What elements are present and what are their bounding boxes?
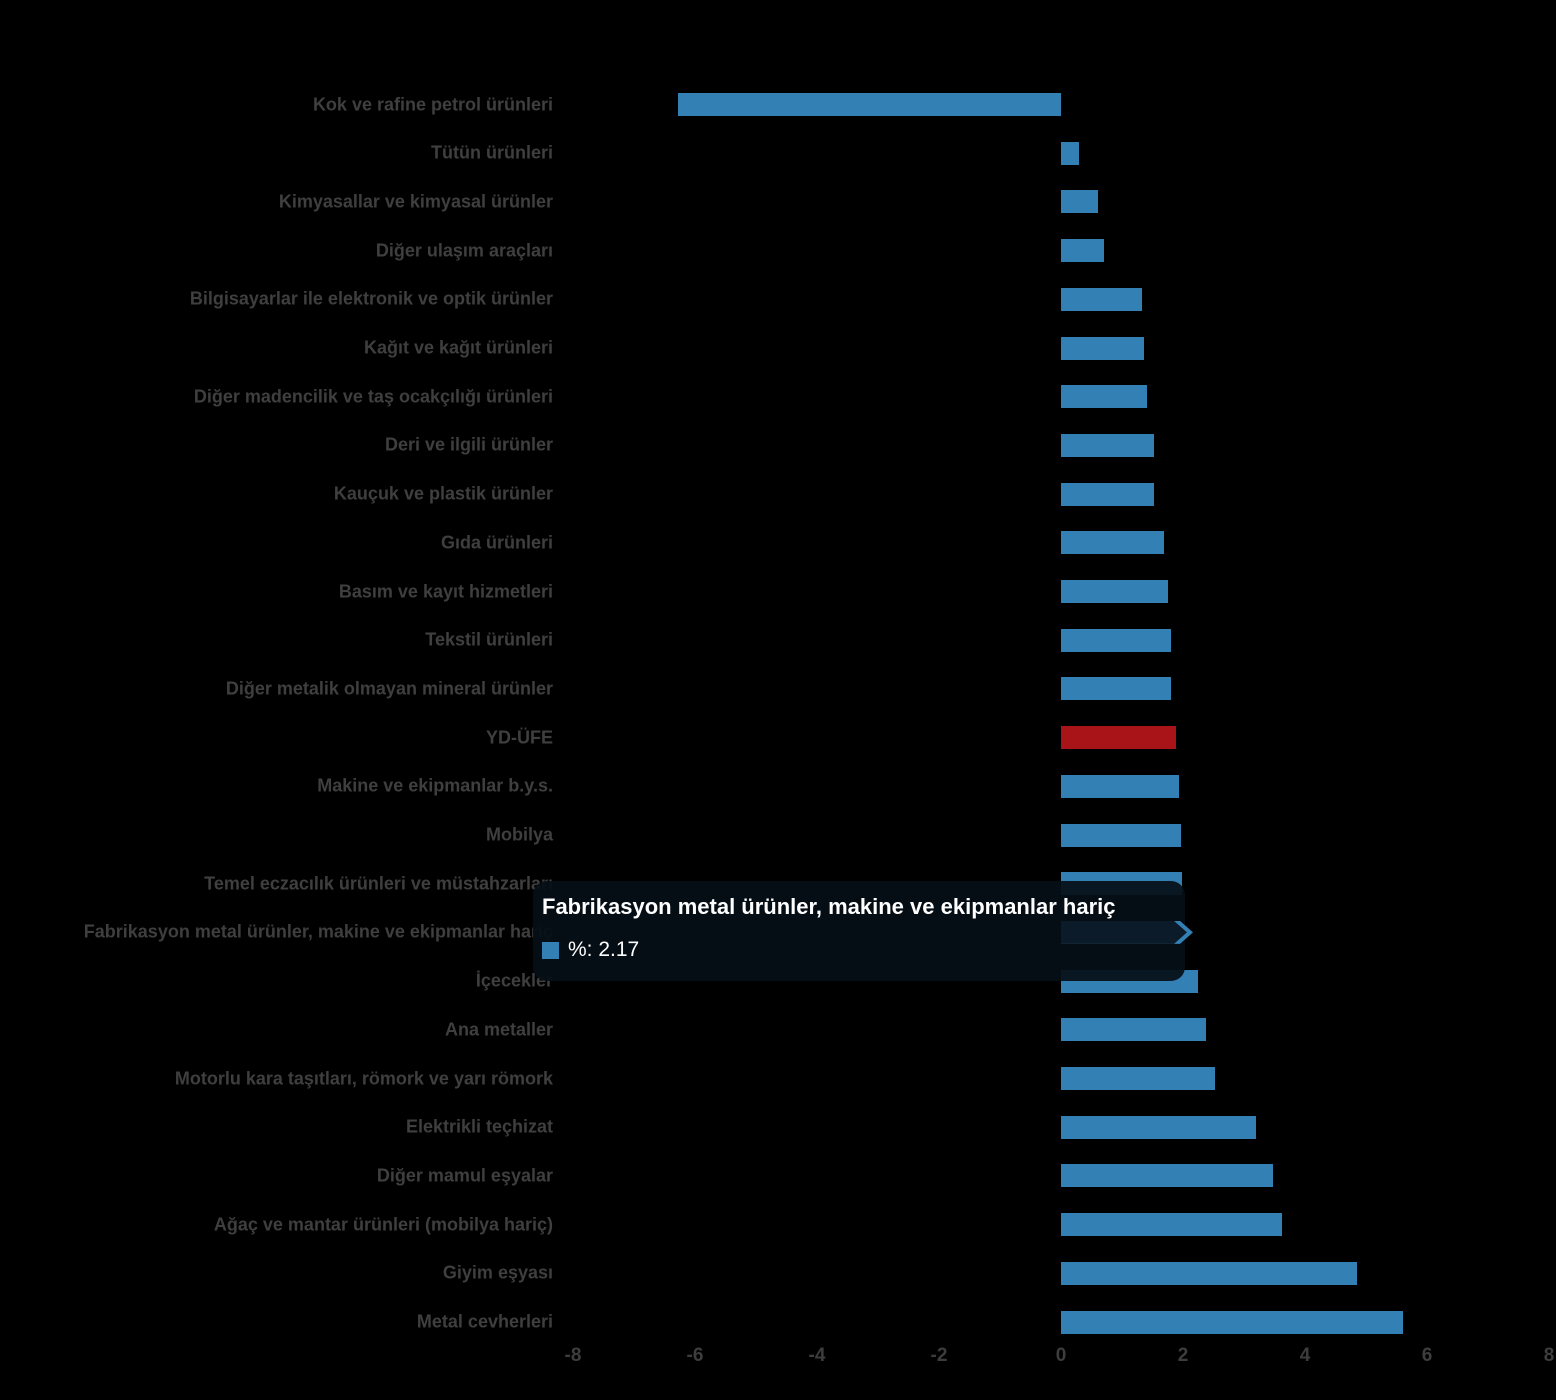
bar[interactable] — [1061, 580, 1168, 603]
bar[interactable] — [1061, 1018, 1206, 1042]
category-label: Diğer metalik olmayan mineral ürünler — [225, 678, 553, 699]
x-axis-tick-label: 2 — [1177, 1345, 1189, 1366]
category-label: YD-ÜFE — [486, 727, 553, 748]
category-label: Tütün ürünleri — [431, 142, 553, 163]
category-label: Diğer mamul eşyalar — [376, 1165, 553, 1186]
tooltip-title: Fabrikasyon metal ürünler, makine ve eki… — [542, 894, 1116, 919]
yd-ufe-bar[interactable] — [1061, 726, 1176, 750]
category-label: Fabrikasyon metal ürünler, makine ve eki… — [83, 921, 553, 942]
bar[interactable] — [678, 93, 1061, 116]
bar[interactable] — [1061, 823, 1181, 847]
bar[interactable] — [1061, 628, 1171, 652]
category-label: Metal cevherleri — [416, 1311, 553, 1332]
category-label: Temel eczacılık ürünleri ve müstahzarlar… — [204, 873, 553, 894]
category-label: Kimyasallar ve kimyasal ürünler — [278, 191, 553, 212]
bar[interactable] — [1061, 1261, 1357, 1285]
x-axis-tick-label: 6 — [1421, 1345, 1433, 1366]
category-label: Ağaç ve mantar ürünleri (mobilya hariç) — [213, 1214, 553, 1235]
bar[interactable] — [1061, 531, 1164, 555]
category-label: Deri ve ilgili ürünler — [384, 434, 553, 455]
category-label: Elektrikli teçhizat — [405, 1116, 553, 1137]
bar[interactable] — [1061, 287, 1142, 311]
category-label: Kok ve rafine petrol ürünleri — [312, 94, 553, 114]
x-axis-tick-label: -6 — [686, 1345, 704, 1366]
x-axis-tick-label: -4 — [808, 1345, 826, 1366]
category-label: Mobilya — [485, 824, 553, 845]
category-label: Diğer madencilik ve taş ocakçılığı ürünl… — [193, 386, 553, 407]
bar[interactable] — [1061, 141, 1079, 165]
category-label: Diğer ulaşım araçları — [375, 240, 553, 261]
x-axis-tick-label: 4 — [1299, 1345, 1311, 1366]
bar[interactable] — [1061, 190, 1098, 214]
category-label: İçecekler — [475, 970, 553, 991]
bar[interactable] — [1061, 1213, 1282, 1237]
category-label: Motorlu kara taşıtları, römork ve yarı r… — [174, 1068, 553, 1088]
x-axis-tick-label: -2 — [930, 1345, 948, 1366]
x-axis-tick-label: 0 — [1055, 1345, 1067, 1366]
bar[interactable] — [1061, 1115, 1256, 1139]
bar[interactable] — [1061, 239, 1104, 263]
tooltip-value: %: 2.17 — [568, 938, 640, 961]
bar[interactable] — [1061, 385, 1147, 409]
category-label: Kauçuk ve plastik ürünler — [333, 483, 553, 504]
bar[interactable] — [1061, 1067, 1215, 1090]
bar[interactable] — [1061, 774, 1179, 798]
bar[interactable] — [1061, 433, 1154, 457]
category-label: Makine ve ekipmanlar b.y.s. — [317, 775, 553, 796]
highlight-bar-overlay — [1061, 921, 1187, 944]
category-label: Bilgisayarlar ile elektronik ve optik ür… — [189, 288, 553, 309]
bar[interactable] — [1061, 1310, 1403, 1334]
highlight-bar[interactable] — [1061, 921, 1193, 944]
category-label: Gıda ürünleri — [440, 532, 553, 553]
x-axis-tick-label: -8 — [564, 1345, 582, 1366]
category-label: Tekstil ürünleri — [425, 629, 553, 650]
category-label: Giyim eşyası — [442, 1262, 553, 1283]
bar[interactable] — [1061, 336, 1144, 360]
series-swatch-icon — [542, 941, 559, 959]
tooltip-value-line: %: 2.17 — [542, 938, 639, 962]
bar[interactable] — [1061, 677, 1171, 701]
x-axis-tick-label: 8 — [1543, 1345, 1555, 1366]
category-label: Ana metaller — [444, 1019, 553, 1040]
category-label: Basım ve kayıt hizmetleri — [338, 581, 553, 601]
bar[interactable] — [1061, 482, 1154, 506]
category-label: Kağıt ve kağıt ürünleri — [363, 337, 553, 358]
bar[interactable] — [1061, 1164, 1273, 1188]
